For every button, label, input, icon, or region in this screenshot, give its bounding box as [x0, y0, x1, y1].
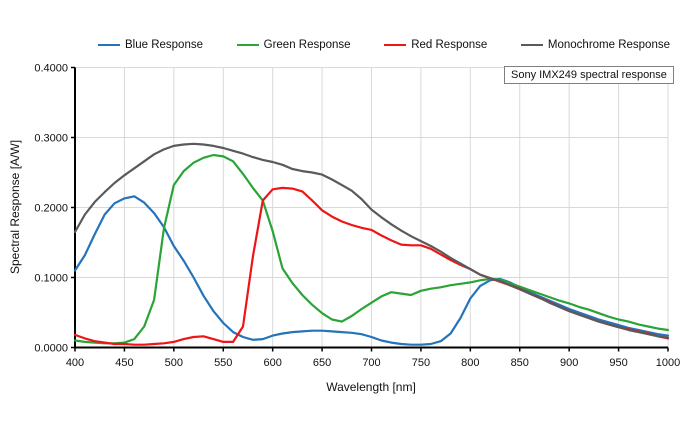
legend-label-monochrome: Monochrome Response [547, 39, 670, 51]
x-tick-label: 500 [165, 357, 183, 369]
x-tick-label: 850 [511, 357, 529, 369]
y-axis-title: Spectral Response [A/W] [8, 139, 22, 275]
x-tick-label: 650 [313, 357, 331, 369]
x-tick-label: 1000 [656, 357, 680, 369]
series-line-3 [73, 142, 670, 339]
legend-item-monochrome: Monochrome Response [520, 39, 670, 51]
x-tick-label: 600 [263, 357, 281, 369]
legend-line-swatch-green [236, 43, 259, 47]
x-tick-label: 800 [461, 357, 479, 369]
legend-label-green: Green Response [263, 39, 351, 51]
x-tick-label: 450 [115, 357, 133, 369]
x-tick-label: 900 [560, 357, 578, 369]
y-tick-label: 0.3000 [34, 133, 68, 145]
x-tick-label: 550 [214, 357, 232, 369]
series-line-0 [73, 195, 670, 346]
x-tick-label: 700 [362, 357, 380, 369]
y-tick-label: 0.0000 [34, 343, 68, 355]
y-tick-label: 0.4000 [34, 63, 68, 75]
chart-legend: Blue Response Green Response Red Respons… [98, 39, 670, 51]
legend-item-red: Red Response [384, 39, 487, 51]
y-tick-label: 0.1000 [34, 273, 68, 285]
legend-label-red: Red Response [411, 39, 488, 51]
y-tick-label: 0.2000 [34, 203, 68, 215]
legend-item-green: Green Response [236, 39, 351, 51]
legend-line-swatch-monochrome [520, 43, 543, 47]
legend-item-blue: Blue Response [98, 39, 203, 51]
x-tick-label: 950 [609, 357, 627, 369]
annotation-box: Sony IMX249 spectral response [504, 66, 674, 84]
legend-label-blue: Blue Response [125, 39, 203, 51]
x-tick-label: 400 [66, 357, 84, 369]
legend-line-swatch-red [384, 43, 407, 47]
legend-line-swatch-blue [98, 43, 120, 47]
series-line-1 [73, 153, 670, 345]
x-tick-label: 750 [412, 357, 430, 369]
x-axis-title: Wavelength [nm] [326, 380, 416, 394]
